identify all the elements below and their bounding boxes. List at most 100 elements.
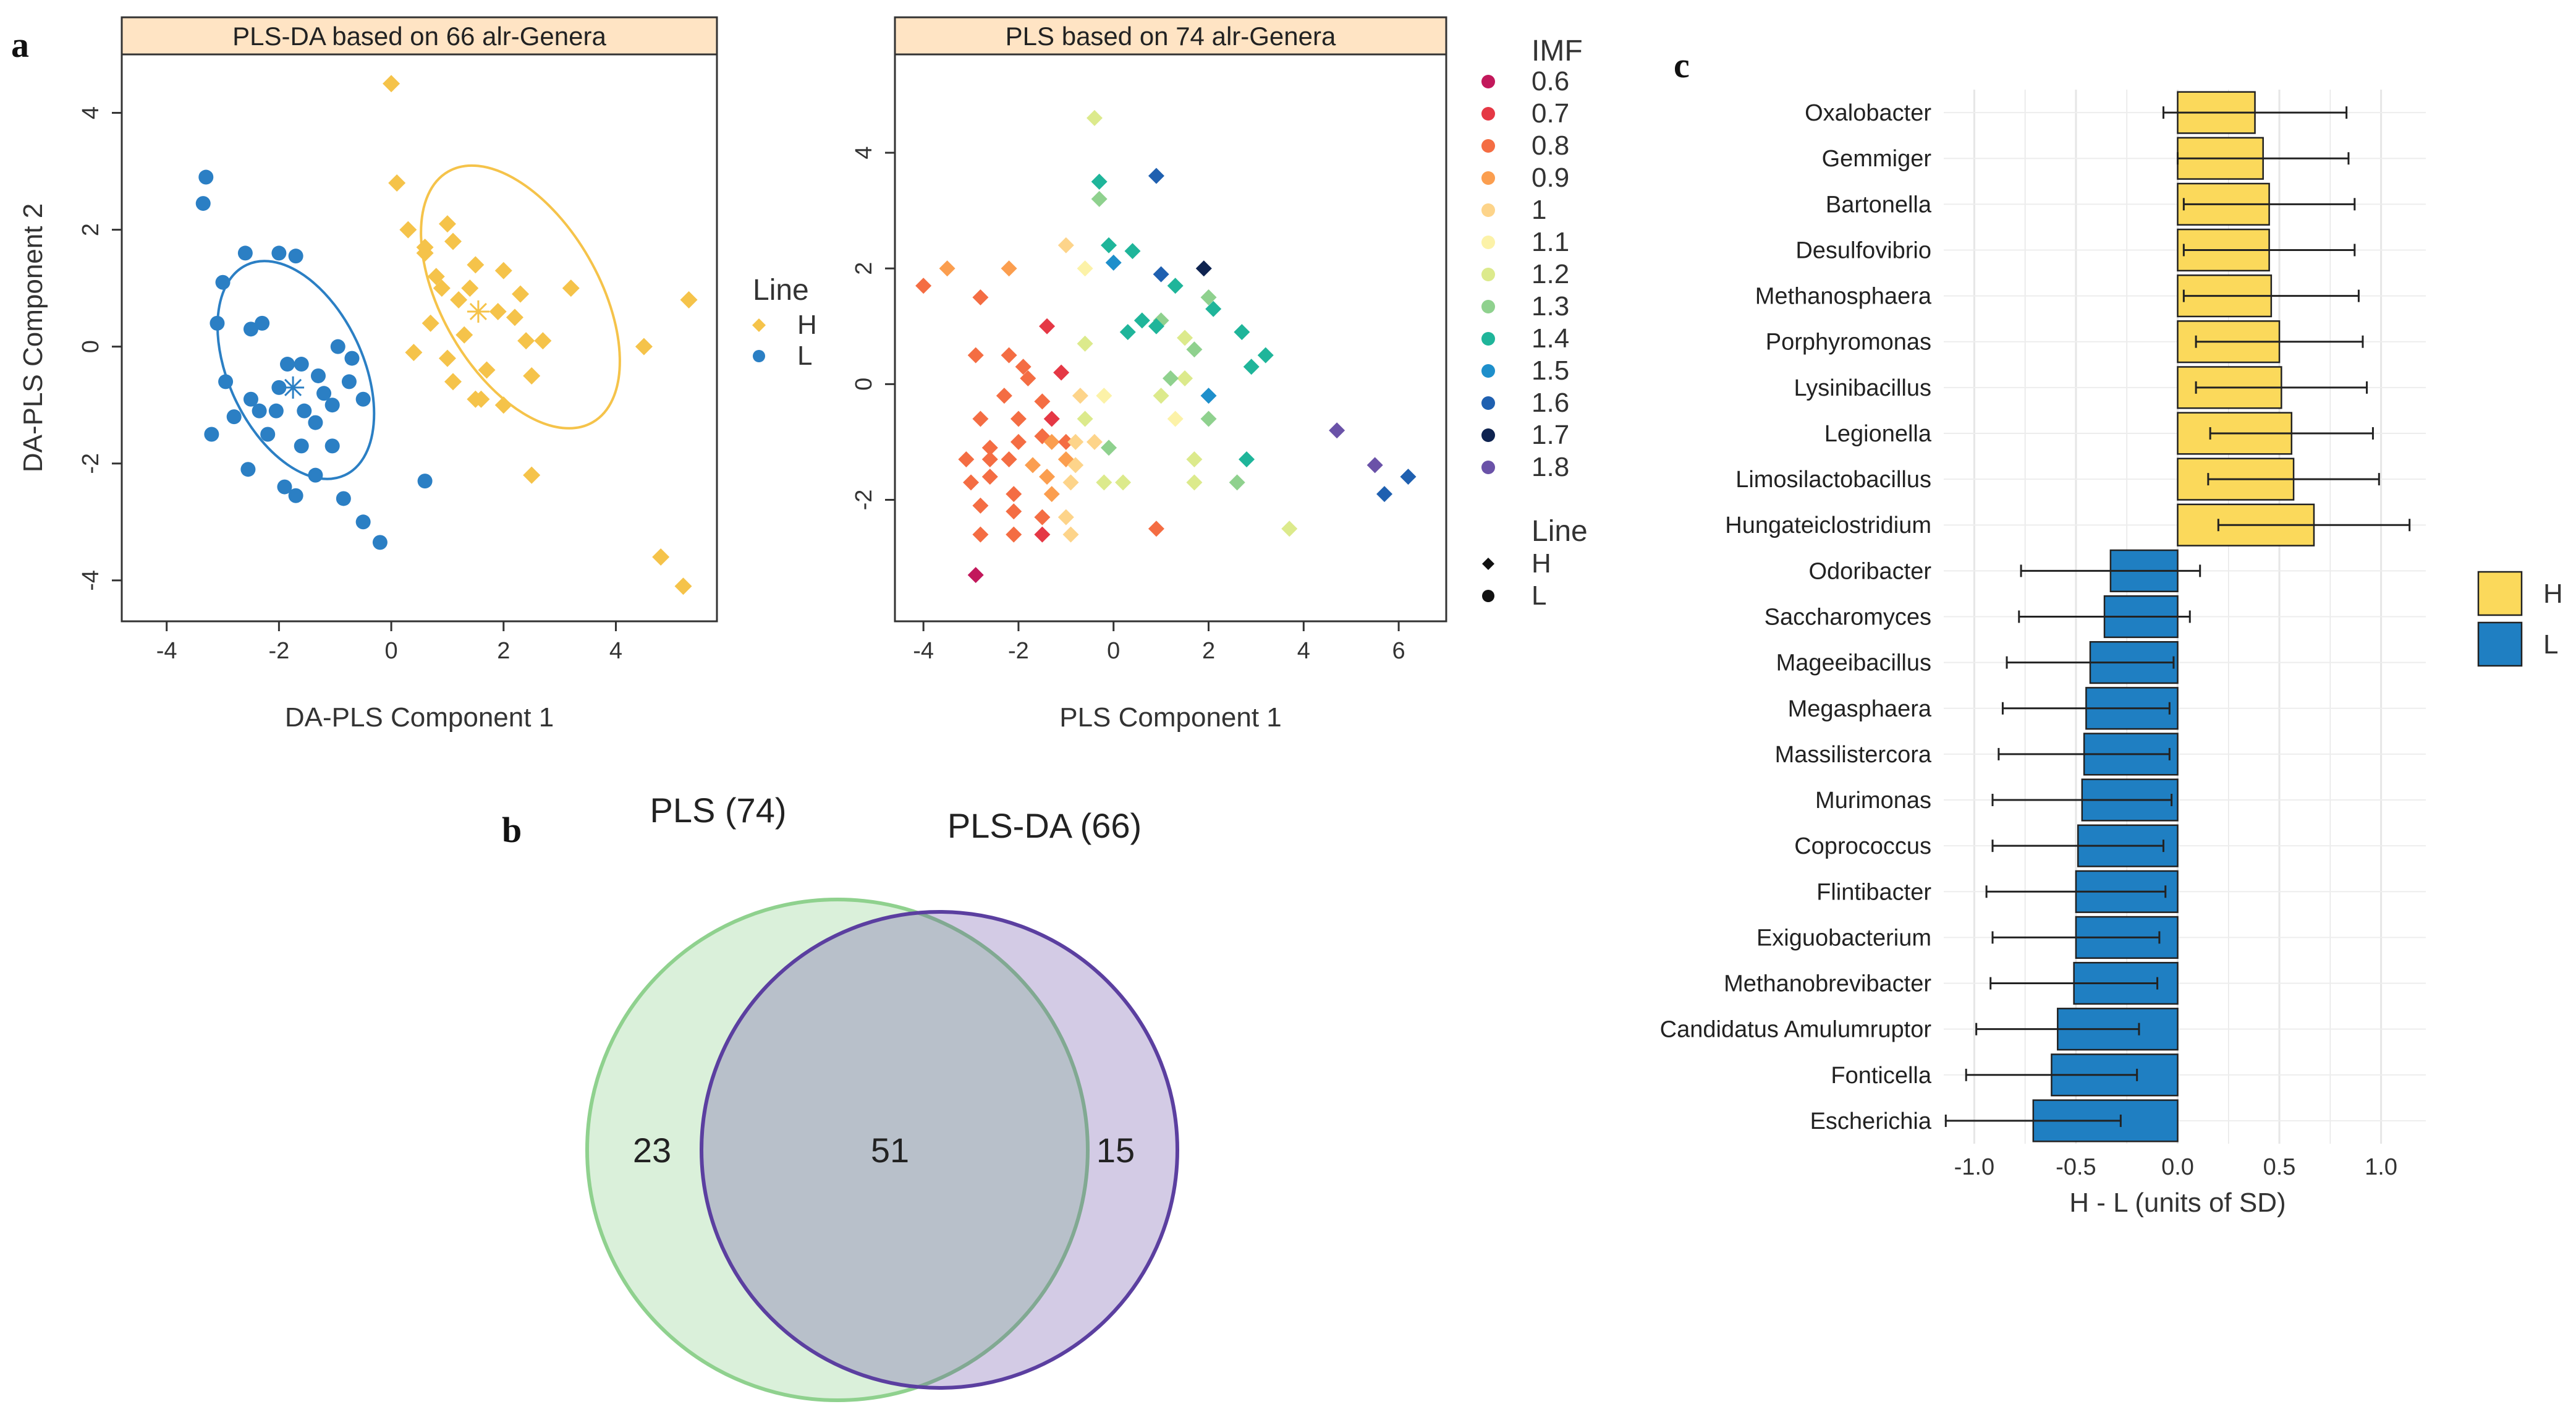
x-tick-label: 2	[497, 638, 510, 664]
data-point-imf-1-2	[1115, 474, 1132, 491]
strip-title: PLS-DA based on 66 alr-Genera	[232, 22, 606, 51]
imf-legend-swatch	[1481, 107, 1495, 121]
data-point-imf-0-9	[1043, 486, 1060, 503]
imf-legend-swatch	[1481, 203, 1495, 217]
category-label: Desulfovibrio	[1795, 237, 1931, 263]
data-point-l	[195, 196, 211, 211]
data-point-imf-1-4	[1133, 312, 1150, 329]
data-point-h	[534, 332, 552, 350]
data-point-imf-0-8	[972, 497, 989, 514]
imf-legend-title: IMF	[1532, 35, 1583, 67]
data-point-h	[399, 221, 417, 239]
data-point-imf-1-4	[1091, 173, 1108, 190]
imf-legend-label: 1.4	[1532, 323, 1569, 354]
data-point-h	[652, 548, 670, 566]
imf-legend-label: 1.2	[1532, 259, 1569, 289]
data-point-imf-1-2	[1086, 109, 1103, 126]
venn-diagram-panel: PLS (74) PLS-DA (66) 23 51 15	[585, 791, 1179, 1402]
legend-swatch	[2477, 621, 2523, 667]
imf-legend-swatch	[1481, 300, 1495, 313]
ellipse-l	[216, 260, 376, 480]
data-point-h	[506, 308, 523, 326]
data-point-imf-1-3	[1200, 410, 1217, 427]
data-point-imf-0-8	[1006, 503, 1022, 520]
data-point-imf-0-8	[996, 388, 1012, 404]
data-point-imf-1-2	[1177, 330, 1193, 346]
data-point-l	[344, 351, 360, 366]
data-point-imf-1-2	[1186, 474, 1203, 491]
data-point-h	[523, 466, 541, 484]
data-point-l	[355, 514, 371, 530]
data-point-h	[438, 349, 456, 367]
data-point-imf-0-6	[967, 567, 984, 584]
x-tick-label: 0.0	[2161, 1154, 2194, 1180]
data-point-imf-1-4	[1119, 324, 1136, 341]
imf-legend-swatch	[1481, 461, 1495, 474]
data-point-l	[280, 357, 295, 372]
data-point-l	[417, 474, 433, 489]
data-point-l	[198, 169, 214, 185]
data-point-h	[427, 268, 445, 286]
venn-count-pls-only: 23	[633, 1131, 671, 1170]
imf-legend-label: 1.6	[1532, 388, 1569, 418]
y-tick-label: 0	[78, 340, 104, 353]
data-point-imf-1-4	[1167, 278, 1184, 294]
category-label: Lysinibacillus	[1794, 375, 1931, 401]
data-point-l	[260, 427, 276, 442]
category-label: Flintibacter	[1816, 879, 1931, 905]
strip-header	[894, 16, 1447, 56]
venn-circle-pls	[585, 898, 1090, 1402]
data-point-imf-0-8	[915, 278, 932, 294]
x-tick-label: 2	[1202, 638, 1215, 664]
centroid-stroke	[284, 378, 302, 396]
data-point-imf-1-2	[1077, 335, 1093, 352]
venn-count-plsda-only: 15	[1096, 1131, 1135, 1170]
centroid-stroke	[469, 302, 487, 321]
legend-title: Line	[753, 274, 809, 307]
x-axis-title: DA-PLS Component 1	[285, 702, 554, 733]
line-legend-swatch	[1482, 590, 1494, 602]
data-point-imf-0-8	[981, 440, 998, 456]
line-legend-title: Line	[1532, 515, 1588, 548]
category-label: Odoribacter	[1808, 558, 1931, 584]
x-tick-label: -4	[913, 638, 934, 664]
data-point-l	[324, 398, 340, 413]
data-point-h	[461, 279, 479, 297]
centroid-l	[282, 376, 305, 399]
x-tick-label: 1.0	[2365, 1154, 2397, 1180]
legend-label: L	[2543, 629, 2558, 660]
data-point-imf-0-8	[1006, 526, 1022, 543]
data-point-imf-1-2	[1281, 521, 1298, 537]
data-point-imf-0-8	[963, 474, 980, 491]
y-tick-label: -2	[851, 490, 877, 511]
imf-legend-swatch	[1481, 236, 1495, 249]
data-point-l	[308, 415, 323, 430]
data-point-l	[237, 245, 253, 261]
plot-frame	[894, 53, 1447, 623]
strip-title: PLS based on 74 alr-Genera	[1006, 22, 1336, 51]
data-point-l	[330, 339, 345, 354]
imf-legend-swatch	[1481, 139, 1495, 153]
ellipse-h	[420, 164, 621, 430]
y-tick-label: 4	[851, 147, 877, 159]
category-label: Oxalobacter	[1805, 100, 1931, 126]
data-point-l	[324, 438, 340, 454]
line-legend-label: L	[1532, 581, 1546, 611]
category-label: Exiguobacterium	[1756, 925, 1931, 951]
y-tick-label: 2	[851, 262, 877, 275]
data-point-imf-1-1	[1167, 410, 1184, 427]
data-point-l	[204, 427, 219, 442]
data-point-imf-1-1	[1077, 260, 1093, 277]
plot-frame	[121, 53, 718, 623]
data-point-l	[277, 479, 292, 495]
data-point-imf-0-7	[1053, 364, 1070, 381]
data-point-imf-0-8	[981, 469, 998, 485]
x-tick-label: -4	[156, 638, 177, 664]
data-point-imf-0-8	[981, 451, 998, 467]
data-point-l	[294, 438, 309, 454]
category-label: Bartonella	[1826, 192, 1932, 218]
data-point-imf-1-6	[1153, 266, 1169, 283]
data-point-imf-0-7	[1043, 410, 1060, 427]
data-point-imf-1-6	[1376, 486, 1393, 503]
imf-legend-label: 0.9	[1532, 163, 1569, 193]
